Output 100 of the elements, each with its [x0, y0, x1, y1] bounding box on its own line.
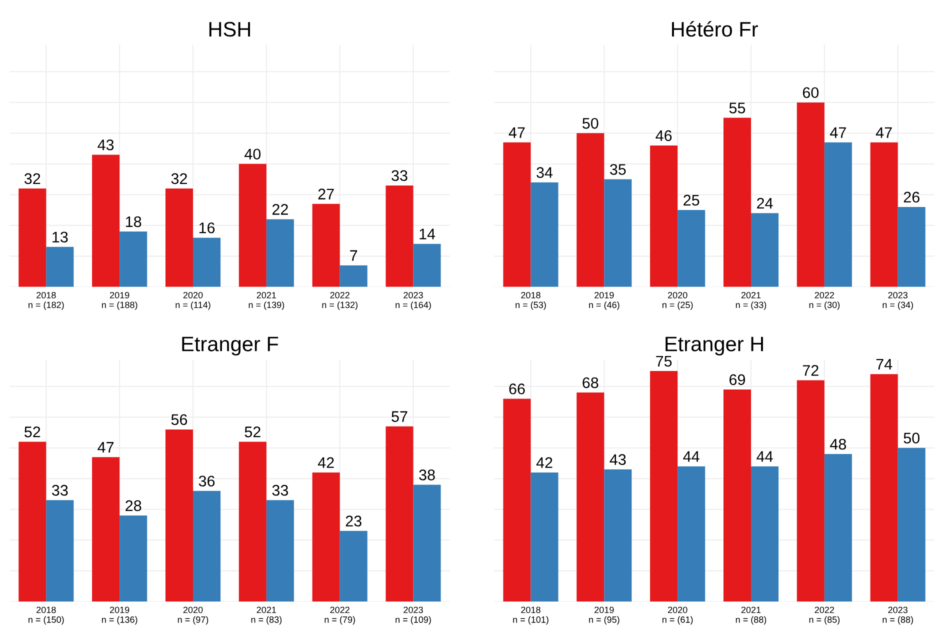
data-label: 60	[802, 87, 819, 98]
bar	[751, 213, 779, 287]
data-label: 32	[171, 173, 187, 184]
data-label: 16	[199, 222, 215, 234]
bar	[870, 142, 898, 287]
data-label: 52	[24, 426, 40, 438]
x-tick-label: 2020 n = (61)	[662, 606, 693, 625]
bar	[192, 238, 221, 287]
bar	[576, 392, 604, 602]
bar	[723, 389, 752, 602]
data-label: 68	[582, 377, 598, 388]
chart-title: HSH	[209, 22, 250, 37]
data-label: 24	[757, 198, 773, 209]
bar	[751, 466, 779, 602]
data-label: 56	[171, 414, 188, 426]
x-tick-label: 2019 n = (46)	[589, 292, 620, 310]
data-label: 47	[98, 442, 114, 453]
bar	[898, 448, 926, 602]
x-tick-label: 2023 n = (109)	[396, 606, 431, 625]
x-tick-label: 2022 n = (132)	[322, 292, 358, 310]
bar	[650, 371, 678, 602]
data-label: 43	[610, 454, 626, 466]
bar	[386, 426, 414, 602]
data-label: 47	[830, 127, 846, 138]
bar	[266, 219, 294, 287]
chart-title: Etranger F	[182, 336, 278, 356]
data-label: 33	[272, 484, 288, 496]
bar	[413, 484, 441, 602]
bar	[165, 429, 193, 602]
bar	[503, 398, 531, 602]
x-tick-label: 2022 n = (85)	[809, 606, 840, 625]
bar	[824, 454, 852, 602]
bar	[503, 142, 531, 287]
data-label: 47	[876, 127, 892, 138]
data-label: 42	[536, 457, 552, 468]
x-tick-label: 2020 n = (114)	[176, 292, 210, 310]
bar	[530, 182, 558, 287]
bar	[165, 188, 193, 287]
x-tick-label: 2023 n = (164)	[396, 292, 431, 310]
bar	[413, 244, 441, 287]
bar	[650, 145, 678, 287]
data-label: 23	[346, 516, 362, 526]
bar	[312, 204, 340, 287]
data-label: 57	[392, 411, 408, 422]
x-tick-label: 2021 n = (33)	[736, 292, 766, 310]
x-tick-label: 2019 n = (136)	[102, 606, 138, 625]
bar	[678, 466, 706, 602]
data-label: 43	[98, 139, 114, 150]
data-label: 75	[656, 356, 672, 367]
bar	[46, 246, 74, 287]
bar	[92, 154, 120, 287]
bar	[796, 102, 824, 287]
data-label: 42	[318, 457, 334, 468]
data-label: 28	[126, 500, 142, 512]
bar	[120, 516, 148, 602]
x-tick-label: 2018 n = (53)	[516, 292, 546, 310]
bar	[92, 457, 120, 602]
bar	[824, 142, 852, 287]
x-tick-label: 2018 n = (182)	[28, 292, 64, 310]
bar	[604, 469, 632, 602]
data-label: 18	[126, 216, 142, 228]
bar	[18, 442, 46, 602]
chart-title: Hétéro Fr	[672, 21, 758, 37]
data-label: 50	[904, 432, 920, 444]
bar	[870, 374, 898, 602]
bar	[796, 380, 824, 602]
data-label: 34	[536, 167, 553, 178]
x-tick-label: 2020 n = (97)	[178, 606, 208, 625]
x-tick-label: 2023 n = (88)	[882, 606, 913, 625]
x-tick-label: 2021 n = (139)	[248, 292, 284, 310]
bar	[192, 490, 221, 602]
data-label: 44	[756, 451, 773, 462]
data-label: 35	[610, 164, 626, 175]
data-label: 26	[904, 192, 920, 203]
bar	[46, 500, 74, 602]
bar	[18, 188, 46, 287]
data-label: 40	[244, 148, 261, 160]
data-label: 47	[508, 127, 525, 138]
data-label: 33	[52, 484, 68, 496]
data-label: 55	[729, 102, 746, 114]
bar	[386, 185, 414, 287]
bar	[340, 265, 368, 287]
data-label: 22	[272, 204, 288, 215]
x-tick-label: 2019 n = (188)	[102, 292, 138, 310]
x-tick-label: 2018 n = (101)	[513, 606, 548, 625]
x-tick-label: 2022 n = (79)	[324, 606, 355, 625]
x-tick-label: 2021 n = (88)	[736, 606, 766, 625]
data-label: 13	[52, 232, 68, 243]
bar	[120, 232, 148, 287]
x-tick-label: 2019 n = (95)	[589, 606, 620, 625]
data-label: 36	[198, 476, 215, 487]
data-label: 7	[350, 250, 358, 261]
data-label: 46	[656, 130, 672, 142]
data-label: 32	[24, 173, 40, 184]
data-label: 25	[684, 194, 700, 206]
x-tick-label: 2018 n = (150)	[28, 606, 64, 625]
bar	[530, 472, 558, 602]
data-label: 38	[419, 470, 435, 480]
bar	[238, 164, 266, 287]
x-tick-label: 2020 n = (25)	[662, 292, 693, 310]
